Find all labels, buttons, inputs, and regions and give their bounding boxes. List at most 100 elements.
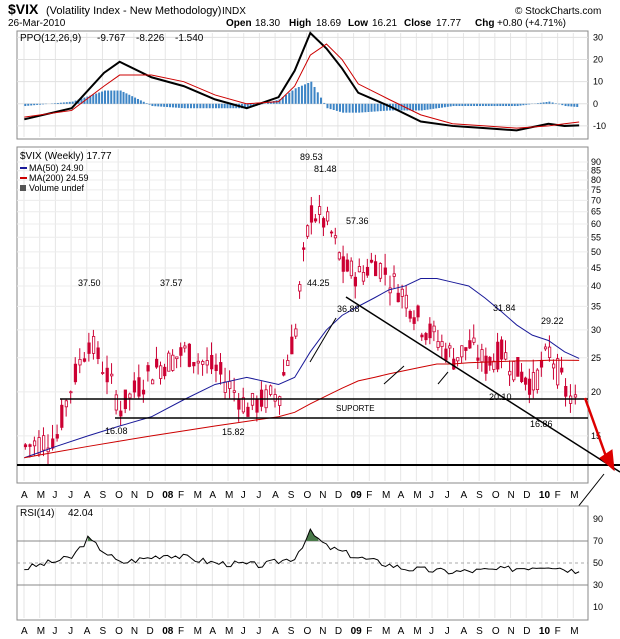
price-candle xyxy=(273,394,277,402)
hist-bar xyxy=(570,103,573,107)
price-candle xyxy=(114,394,118,411)
hist-bar xyxy=(417,103,420,111)
hist-bar xyxy=(95,93,98,104)
month-tick: O xyxy=(304,626,312,637)
ppo-value: -9.767 xyxy=(97,33,126,44)
hist-bar xyxy=(80,98,83,104)
month-tick: F xyxy=(555,626,561,637)
hist-bar xyxy=(323,102,326,104)
price-candle xyxy=(353,276,358,287)
price-candle xyxy=(132,380,137,393)
hist-bar xyxy=(505,103,508,107)
month-tick: N xyxy=(508,626,515,637)
hist-bar xyxy=(163,103,166,107)
watermark: © StockCharts.com xyxy=(515,6,601,17)
price-candle xyxy=(349,260,353,277)
price-candle xyxy=(436,341,440,348)
ppo-tick: 20 xyxy=(593,55,603,65)
hist-bar xyxy=(573,103,576,107)
hist-bar xyxy=(320,97,323,104)
price-tick: 90 xyxy=(591,157,601,167)
hist-bar xyxy=(24,103,27,107)
peak-label-3688: 36.88 xyxy=(337,304,360,314)
arrow-1 xyxy=(309,317,337,363)
month-tick: M xyxy=(194,490,202,501)
hist-bar xyxy=(473,103,476,107)
month-tick: S xyxy=(288,626,295,637)
price-candle xyxy=(488,356,492,366)
price-candle xyxy=(496,341,500,370)
price-candle xyxy=(42,435,46,451)
month-tick: D xyxy=(147,490,154,501)
legend-ma50: MA(50) 24.90 xyxy=(29,163,84,173)
price-candle xyxy=(326,211,330,222)
hist-bar xyxy=(542,102,545,104)
ppo-line xyxy=(24,31,580,132)
open-label: Open xyxy=(226,18,252,29)
hist-bar xyxy=(335,103,338,111)
price-candle xyxy=(105,367,109,383)
hist-bar xyxy=(220,103,223,109)
price-candle xyxy=(179,347,183,356)
exchange: INDX xyxy=(222,6,246,17)
price-candle xyxy=(282,372,286,376)
ppo-tick: -10 xyxy=(593,121,606,131)
hist-bar xyxy=(71,101,74,104)
price-candle xyxy=(183,345,187,349)
price-candle xyxy=(205,360,209,366)
hist-bar xyxy=(345,103,348,113)
red-arrow-head xyxy=(599,449,615,472)
price-candle xyxy=(32,440,37,447)
peak-label-5736: 57.36 xyxy=(346,216,369,226)
price-candle xyxy=(539,359,544,368)
price-tick: 30 xyxy=(591,325,601,335)
hist-bar xyxy=(122,91,125,104)
price-candle xyxy=(392,273,396,277)
hist-bar xyxy=(33,103,36,106)
hist-bar xyxy=(329,103,332,110)
hist-bar xyxy=(484,103,487,107)
hist-bar xyxy=(142,101,145,104)
price-candle xyxy=(552,363,556,369)
month-tick: S xyxy=(99,490,106,501)
hist-bar xyxy=(107,90,110,104)
hist-bar xyxy=(180,103,183,109)
hist-bar xyxy=(56,102,59,104)
open-value: 18.30 xyxy=(255,18,280,29)
month-tick: M xyxy=(37,626,45,637)
hist-bar xyxy=(281,97,284,104)
hist-bar xyxy=(304,84,307,104)
month-tick: J xyxy=(52,626,57,637)
hist-bar xyxy=(288,92,291,104)
ppo-tick: 10 xyxy=(593,77,603,87)
hist-bar xyxy=(443,103,446,108)
rsi-tick: 50 xyxy=(593,558,603,568)
symbol: $VIX xyxy=(8,1,39,17)
hist-bar xyxy=(481,103,484,107)
month-tick: A xyxy=(272,626,279,637)
hist-bar xyxy=(74,100,77,104)
price-candle xyxy=(101,372,105,374)
month-tick: 08 xyxy=(162,626,174,637)
month-tick: S xyxy=(99,626,106,637)
price-candle xyxy=(96,347,100,360)
red-arrow-shaft xyxy=(583,397,610,463)
ppo-axis: 30 20 10 0 -10 xyxy=(593,32,606,131)
hist-bar xyxy=(134,97,137,104)
hist-bar xyxy=(525,103,528,105)
month-tick: M xyxy=(382,626,390,637)
price-candle xyxy=(278,396,282,406)
hist-bar xyxy=(373,103,376,112)
hist-bar xyxy=(266,102,269,104)
rsi-grid xyxy=(17,508,588,618)
price-candle xyxy=(37,437,41,455)
price-candle xyxy=(329,231,334,234)
month-tick: A xyxy=(398,626,405,637)
price-tick: 50 xyxy=(591,247,601,257)
hist-bar xyxy=(243,103,246,109)
ma200-line xyxy=(24,359,580,459)
price-candle xyxy=(527,378,532,395)
price-candle xyxy=(543,346,548,350)
hist-bar xyxy=(157,103,160,107)
